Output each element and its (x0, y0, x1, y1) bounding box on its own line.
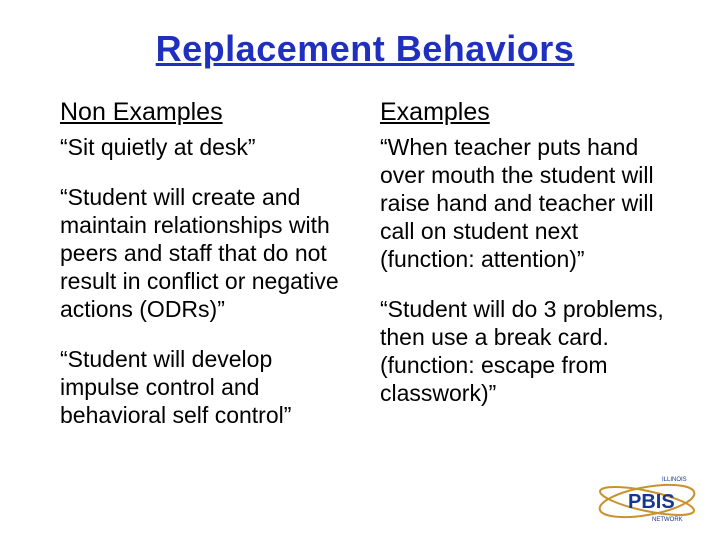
slide: Replacement Behaviors Non Examples “Sit … (0, 0, 720, 540)
logo-bottom-text: NETWORK (652, 517, 683, 523)
right-item: “Student will do 3 problems, then use a … (380, 295, 670, 407)
left-item: “Student will develop impulse control an… (60, 345, 350, 429)
logo-main-text: PBIS (628, 491, 675, 513)
right-item: “When teacher puts hand over mouth the s… (380, 133, 670, 273)
left-heading: Non Examples (60, 98, 350, 127)
logo-top-text: ILLINOIS (662, 477, 687, 483)
left-column: Non Examples “Sit quietly at desk” “Stud… (60, 98, 350, 451)
pbis-logo-svg: ILLINOIS PBIS NETWORK (592, 471, 702, 526)
left-item: “Sit quietly at desk” (60, 133, 350, 161)
slide-title: Replacement Behaviors (60, 28, 670, 70)
left-item: “Student will create and maintain relati… (60, 183, 350, 323)
right-column: Examples “When teacher puts hand over mo… (380, 98, 670, 451)
pbis-logo: ILLINOIS PBIS NETWORK (592, 471, 702, 526)
right-heading: Examples (380, 98, 670, 127)
columns: Non Examples “Sit quietly at desk” “Stud… (60, 98, 670, 451)
